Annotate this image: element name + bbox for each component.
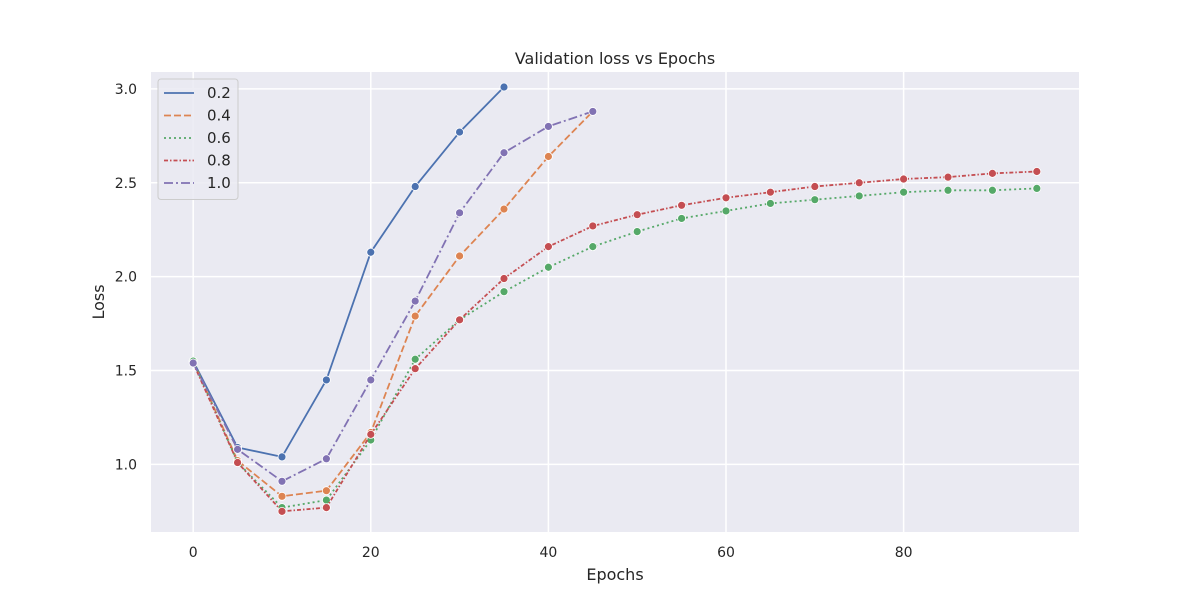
y-tick-label: 2.5 [115, 176, 137, 192]
x-tick-label: 0 [189, 545, 198, 561]
data-point [188, 358, 198, 368]
data-point [988, 185, 997, 195]
data-point [321, 454, 331, 464]
plot-background [151, 72, 1079, 532]
data-point [277, 476, 287, 486]
data-point [677, 200, 687, 210]
data-point [1032, 167, 1042, 176]
data-point [366, 375, 376, 385]
data-point [277, 506, 287, 516]
legend-item: 0.8 [164, 152, 231, 170]
data-point [943, 172, 953, 182]
data-point [233, 458, 242, 467]
legend-box [157, 78, 239, 200]
data-point [543, 122, 553, 131]
data-point [632, 210, 642, 220]
data-point [899, 174, 909, 184]
x-tick-label: 20 [362, 545, 380, 561]
data-point [543, 242, 553, 252]
data-point [721, 206, 731, 216]
data-point [766, 199, 775, 208]
data-point [543, 152, 553, 161]
data-point [455, 208, 464, 218]
data-point [588, 107, 598, 116]
data-point [677, 214, 687, 223]
data-point [233, 444, 242, 454]
data-point [321, 375, 331, 385]
series-line [192, 110, 594, 483]
data-point [499, 287, 509, 297]
data-point [988, 168, 997, 178]
data-point [455, 315, 464, 325]
data-point [588, 221, 598, 231]
legend-label: 1.0 [207, 174, 231, 192]
y-tick-label: 3.0 [115, 82, 137, 98]
data-point [410, 354, 420, 364]
data-point [766, 187, 775, 197]
data-point [588, 242, 598, 252]
data-point [321, 503, 331, 512]
y-tick-label: 1.0 [115, 457, 137, 473]
y-axis-label: Loss [89, 284, 108, 319]
data-point [410, 311, 420, 321]
data-point [854, 191, 864, 201]
x-tick-label: 40 [539, 545, 557, 561]
y-tick-label: 2.0 [115, 270, 137, 286]
y-tick-label: 1.5 [115, 364, 137, 380]
legend-label: 0.6 [207, 129, 231, 147]
data-point [1032, 184, 1042, 193]
data-point [543, 262, 553, 272]
series-line [192, 170, 1037, 513]
series-layer [188, 82, 1042, 516]
data-point [810, 195, 820, 205]
data-point [721, 193, 731, 203]
legend-item: 0.4 [164, 107, 231, 125]
x-tick-label: 60 [717, 545, 735, 561]
data-point [943, 185, 953, 195]
data-point [277, 491, 287, 501]
data-point [810, 182, 820, 191]
x-axis-ticks: 0 20 40 60 80 [189, 545, 913, 561]
data-point [499, 204, 509, 214]
data-point [854, 178, 864, 188]
x-axis-label: Epochs [586, 565, 643, 584]
series-line [192, 86, 505, 458]
data-point [366, 247, 376, 257]
grid-lines [151, 72, 1079, 532]
legend-item: 1.0 [164, 174, 231, 192]
data-point [899, 187, 909, 197]
y-axis-ticks: 1.0 1.5 2.0 2.5 3.0 [115, 82, 137, 474]
series-line [192, 187, 1037, 509]
legend-item: 0.2 [164, 84, 231, 102]
legend-label: 0.4 [207, 107, 231, 125]
x-tick-label: 80 [895, 545, 913, 561]
series-1-0 [188, 107, 598, 486]
data-point [321, 486, 331, 496]
legend-label: 0.2 [207, 84, 231, 102]
legend-label: 0.8 [207, 152, 231, 170]
series-0-8 [188, 167, 1042, 516]
data-point [277, 452, 287, 462]
data-point [499, 82, 509, 92]
data-point [410, 182, 420, 191]
legend: 0.2 0.4 0.6 0.8 1.0 [157, 78, 239, 200]
data-point [499, 274, 509, 283]
chart-title: Validation loss vs Epochs [515, 49, 715, 68]
data-point [410, 296, 420, 306]
data-point [366, 429, 376, 439]
data-point [455, 251, 464, 261]
data-point [499, 148, 509, 158]
data-point [455, 127, 464, 137]
data-point [410, 364, 420, 374]
legend-item: 0.6 [164, 129, 231, 147]
data-point [632, 227, 642, 236]
series-line [192, 110, 594, 498]
